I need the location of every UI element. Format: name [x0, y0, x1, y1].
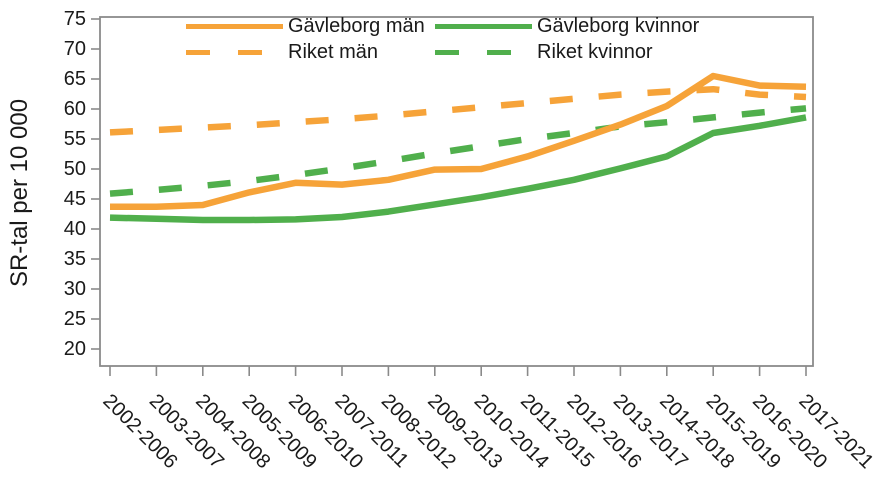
y-tick-label: 60	[64, 98, 86, 120]
solid-line-swatch	[186, 23, 283, 29]
series-line-1	[109, 85, 807, 136]
legend-label-riket-kvinnor: Riket kvinnor	[537, 41, 653, 63]
series-line-3	[109, 105, 807, 197]
chart-legend: Gävleborg män Gävleborg kvinnor Riket mä…	[186, 13, 699, 65]
dashed-line-swatch	[186, 49, 262, 55]
y-axis-title: SR-tal per 10 000	[6, 99, 33, 287]
series-line-2	[109, 114, 807, 224]
legend-item-riket-man: Riket män	[186, 39, 435, 65]
legend-label-gavleborg-man: Gävleborg män	[288, 15, 425, 37]
legend-swatch-gavleborg-man	[186, 23, 288, 29]
legend-item-riket-kvinnor: Riket kvinnor	[435, 39, 699, 65]
y-tick-label: 25	[64, 308, 86, 330]
legend-label-gavleborg-kvinnor: Gävleborg kvinnor	[537, 15, 700, 37]
legend-label-riket-man: Riket män	[288, 41, 379, 63]
y-tick-label: 45	[64, 188, 86, 210]
y-tick-label: 55	[64, 128, 86, 150]
y-tick-label: 75	[64, 8, 86, 30]
solid-line-swatch	[435, 23, 532, 29]
y-tick-label: 65	[64, 68, 86, 90]
y-tick-label: 20	[64, 338, 86, 360]
dashed-line-swatch	[435, 49, 511, 55]
legend-item-gavleborg-man: Gävleborg män	[186, 13, 435, 39]
y-tick-label: 30	[64, 278, 86, 300]
legend-item-gavleborg-kvinnor: Gävleborg kvinnor	[435, 13, 699, 39]
series-line-0	[110, 72, 807, 211]
y-tick-label: 40	[64, 218, 86, 240]
legend-swatch-riket-man	[186, 49, 288, 55]
legend-swatch-gavleborg-kvinnor	[435, 23, 537, 29]
legend-swatch-riket-kvinnor	[435, 49, 537, 55]
y-tick-label: 50	[64, 158, 86, 180]
y-tick-label: 35	[64, 248, 86, 270]
y-tick-label: 70	[64, 38, 86, 60]
plot-border	[99, 16, 814, 367]
